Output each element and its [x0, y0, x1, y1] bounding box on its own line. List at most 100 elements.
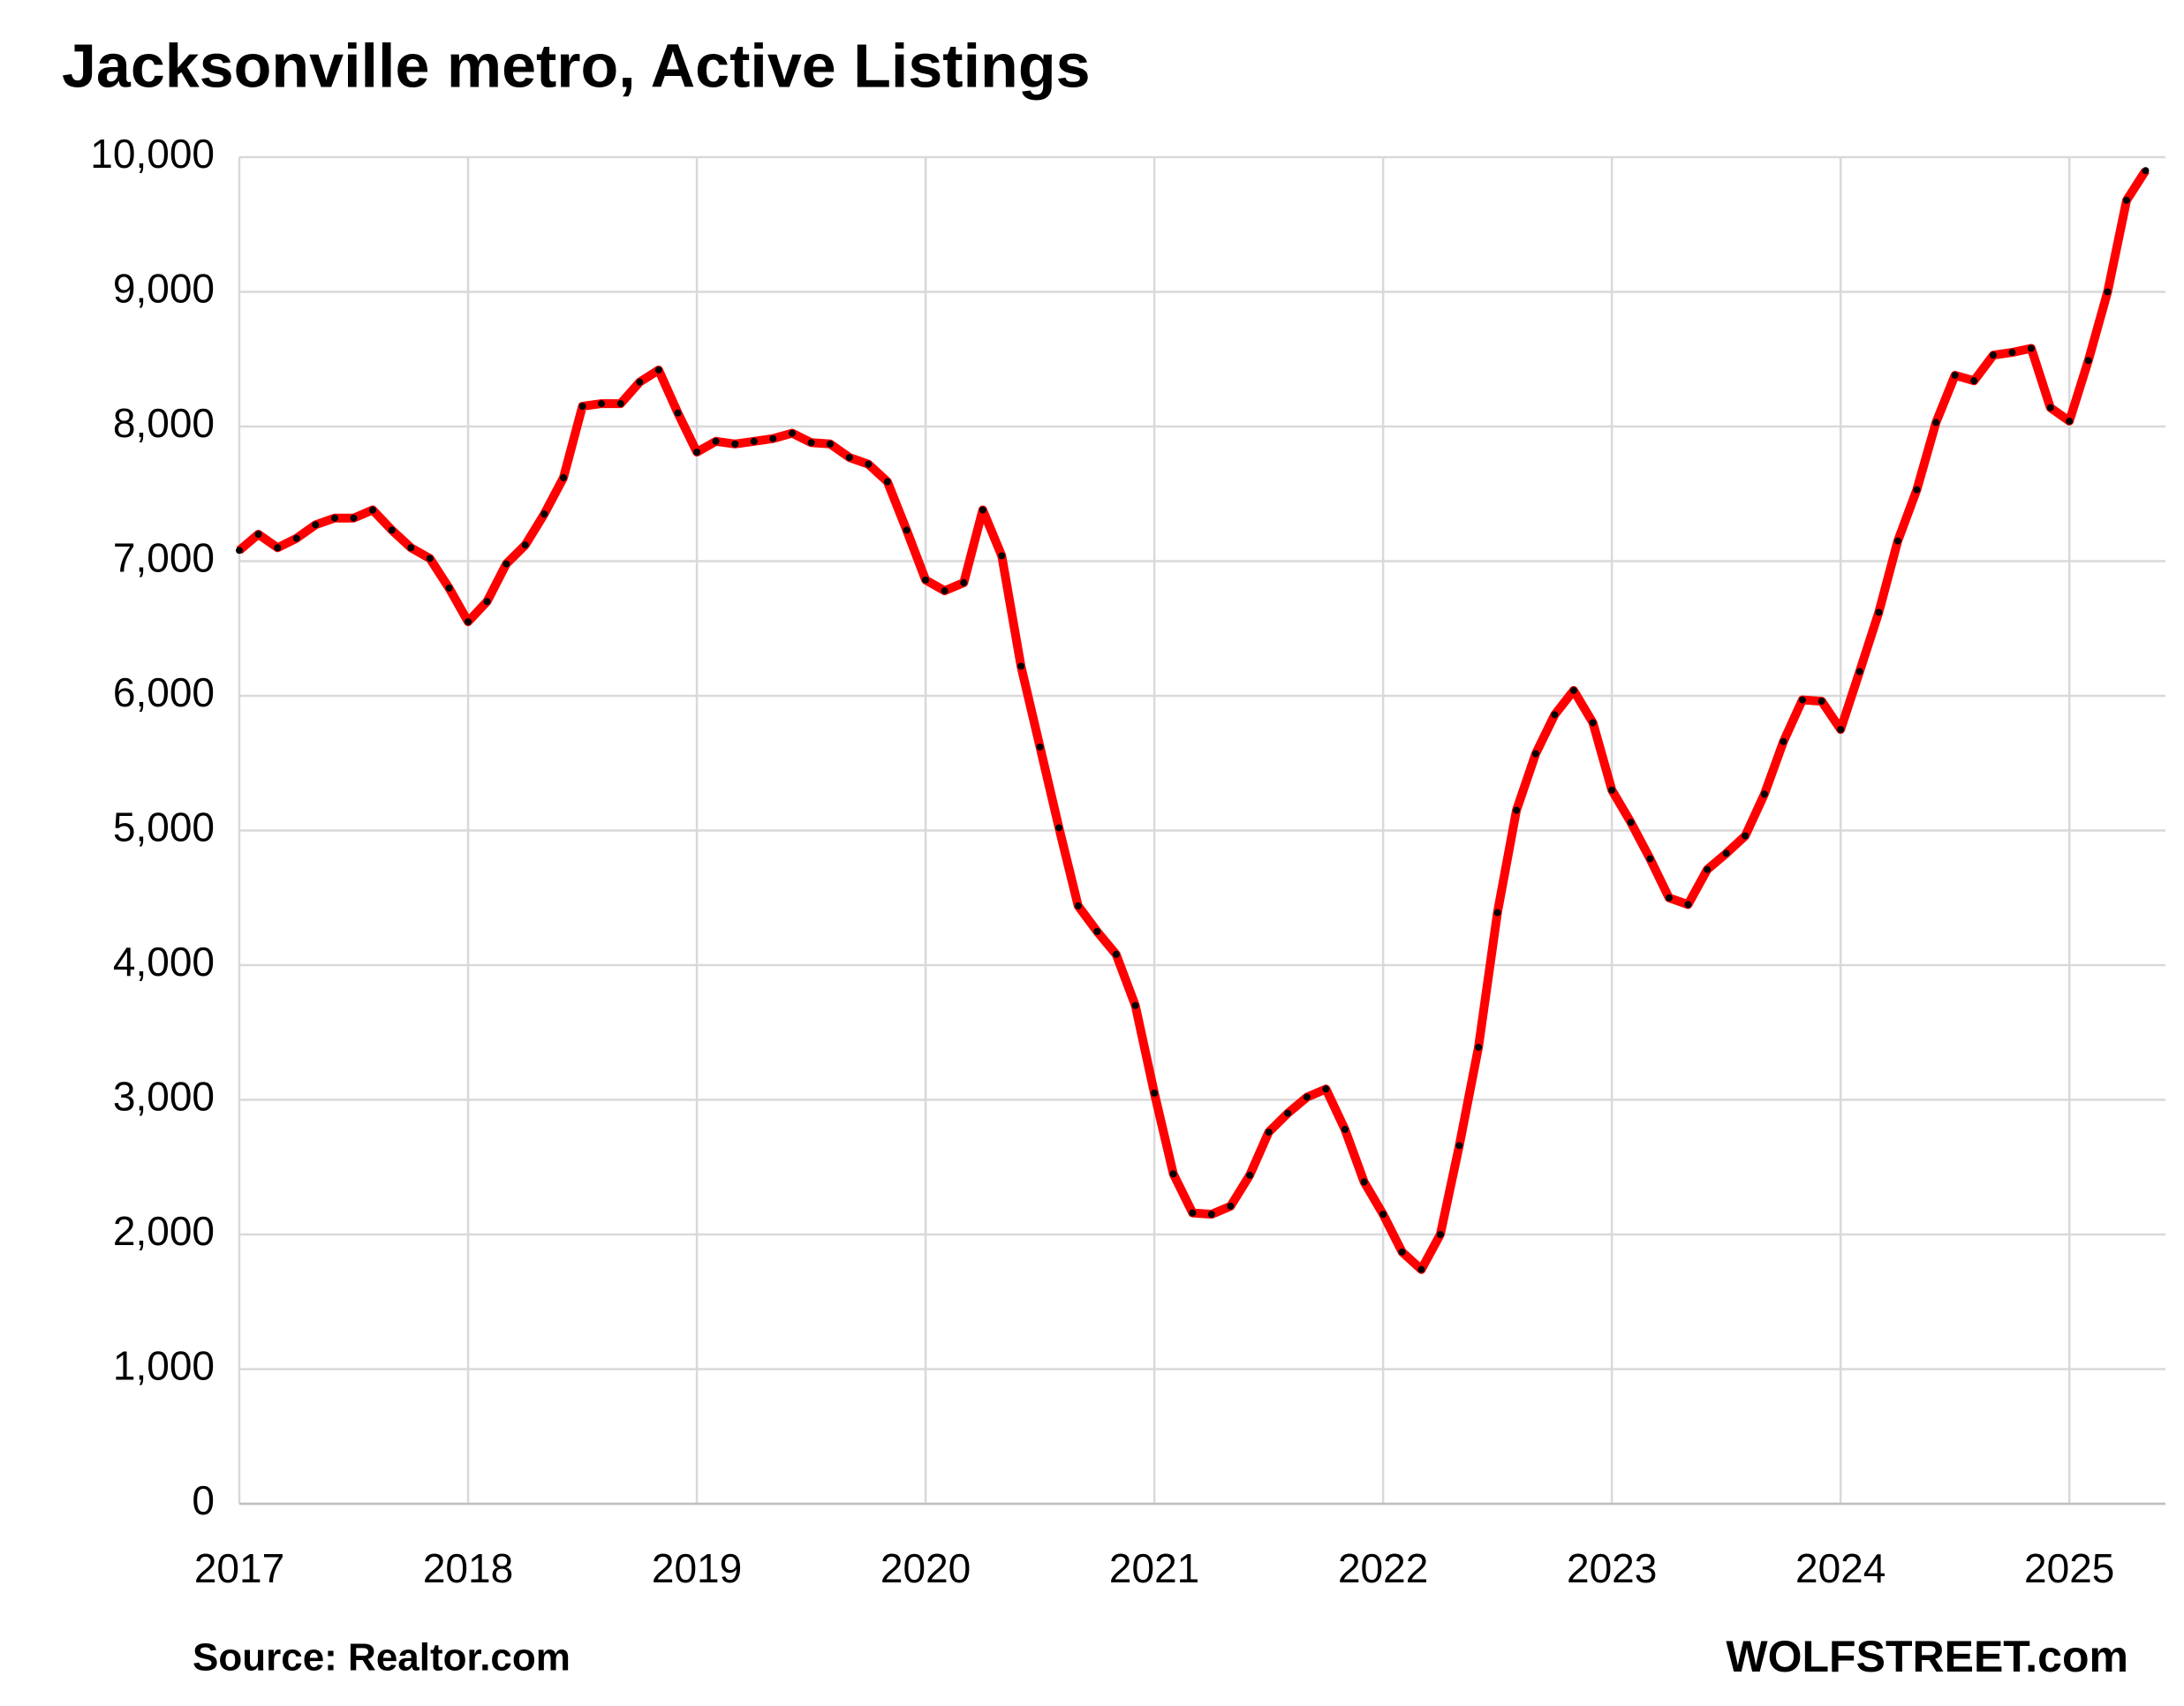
y-tick-label: 6,000: [113, 669, 215, 715]
data-point: [1742, 832, 1749, 840]
data-point: [731, 440, 739, 448]
data-line: [236, 168, 2150, 1274]
data-point: [1322, 1085, 1330, 1093]
data-point: [331, 514, 339, 522]
y-tick-label: 8,000: [113, 400, 215, 446]
data-point: [1684, 901, 1692, 909]
x-tick-label: 2022: [1338, 1545, 1428, 1591]
data-point: [1704, 865, 1712, 873]
data-point: [560, 473, 568, 481]
data-point: [1760, 790, 1768, 798]
data-point: [1246, 1171, 1254, 1179]
data-point: [1379, 1211, 1387, 1219]
data-point: [1951, 372, 1959, 380]
data-point: [407, 544, 415, 552]
y-tick-label: 1,000: [113, 1343, 215, 1389]
data-point: [1475, 1044, 1483, 1052]
data-point: [1417, 1265, 1425, 1273]
data-point: [465, 618, 472, 626]
y-tick-label: 5,000: [113, 804, 215, 850]
y-tick-label: 10,000: [90, 131, 215, 177]
data-point: [2122, 196, 2130, 204]
data-point: [654, 366, 662, 374]
data-point: [369, 506, 377, 514]
data-point: [388, 526, 396, 534]
data-point: [616, 400, 624, 408]
data-point: [1017, 662, 1025, 670]
data-point: [1513, 806, 1521, 814]
data-point: [750, 437, 758, 445]
data-point: [2104, 288, 2112, 296]
data-point: [1627, 819, 1635, 827]
brand: WOLFSTREET.com: [1726, 1632, 2128, 1681]
source-note: Source: Realtor.com: [193, 1636, 571, 1680]
data-point: [578, 403, 586, 411]
data-point: [236, 547, 243, 555]
data-point: [1798, 696, 1806, 704]
y-tick-label: 7,000: [113, 535, 215, 581]
x-tick-label: 2019: [652, 1545, 742, 1591]
data-point: [2142, 167, 2150, 175]
data-point: [540, 510, 548, 518]
data-point: [998, 552, 1006, 560]
data-point: [789, 429, 797, 437]
data-point: [1303, 1093, 1311, 1101]
data-point: [941, 587, 948, 595]
data-point: [807, 439, 815, 447]
x-tick-label: 2020: [880, 1545, 971, 1591]
x-tick-label: 2023: [1567, 1545, 1657, 1591]
data-point: [1551, 711, 1559, 719]
data-point: [2008, 349, 2016, 357]
x-tick-label: 2025: [2024, 1545, 2114, 1591]
data-point: [827, 440, 835, 448]
x-tick-label: 2024: [1795, 1545, 1885, 1591]
data-point: [483, 598, 491, 606]
y-tick-label: 3,000: [113, 1074, 215, 1120]
data-point: [350, 514, 358, 522]
data-point: [1837, 726, 1845, 734]
data-point: [883, 478, 891, 486]
data-point: [2084, 357, 2092, 365]
y-tick-label: 2,000: [113, 1208, 215, 1254]
data-point: [1855, 668, 1863, 676]
data-point: [598, 400, 606, 408]
data-point: [2027, 344, 2035, 352]
data-point: [1151, 1089, 1159, 1097]
data-point: [1531, 750, 1539, 758]
data-point: [312, 521, 320, 529]
data-point: [865, 460, 873, 468]
data-point: [693, 448, 701, 456]
data-point: [1398, 1248, 1406, 1256]
data-point: [1780, 737, 1787, 745]
data-point: [1913, 486, 1921, 494]
data-point: [1989, 351, 1997, 359]
data-point: [1055, 824, 1063, 832]
data-point: [2066, 417, 2074, 425]
data-point: [1893, 537, 1901, 545]
data-point: [426, 555, 434, 562]
data-point: [1932, 419, 1940, 426]
data-point: [1608, 786, 1616, 794]
data-point: [254, 531, 262, 538]
data-point: [960, 578, 968, 586]
data-point: [903, 526, 911, 534]
data-point: [1227, 1202, 1235, 1210]
data-point: [1036, 743, 1044, 751]
data-point: [1131, 1001, 1139, 1009]
data-point: [1112, 950, 1120, 958]
data-point: [2046, 404, 2054, 411]
data-point: [1455, 1142, 1463, 1150]
data-point: [1970, 377, 1978, 385]
data-point: [1284, 1109, 1292, 1117]
data-point: [674, 409, 682, 417]
data-point: [1646, 855, 1654, 863]
data-point: [1722, 849, 1730, 857]
x-tick-label: 2017: [194, 1545, 284, 1591]
data-point: [712, 437, 720, 445]
x-tick-label: 2021: [1109, 1545, 1199, 1591]
data-point: [1074, 902, 1082, 910]
data-point: [1265, 1129, 1273, 1136]
data-point: [922, 576, 930, 584]
data-point: [1207, 1211, 1215, 1219]
